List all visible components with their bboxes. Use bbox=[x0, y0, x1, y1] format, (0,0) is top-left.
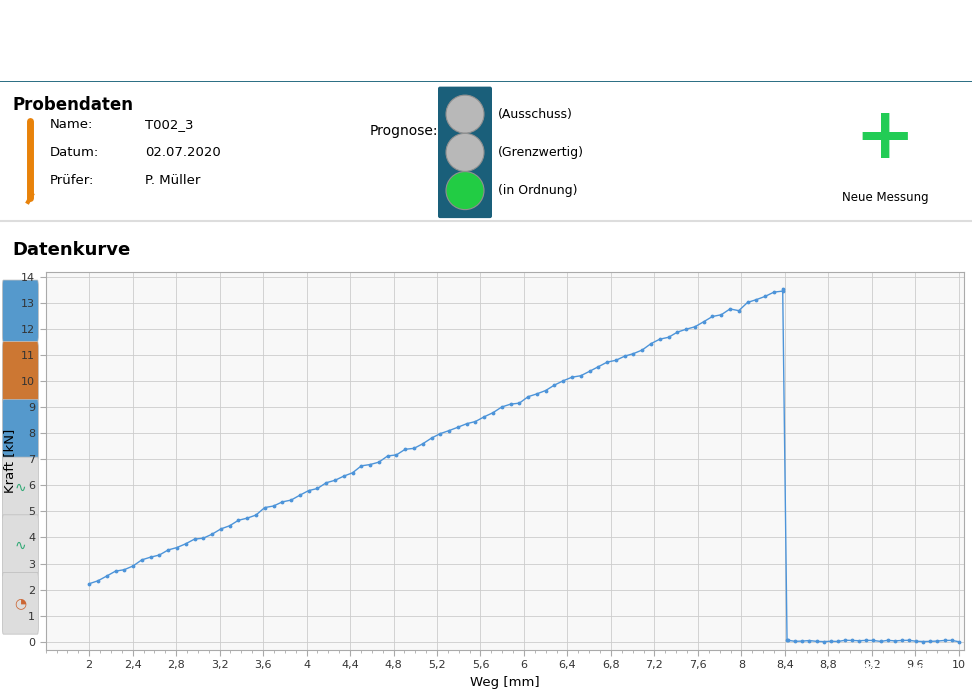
Text: ◔: ◔ bbox=[15, 596, 26, 610]
Text: Probendaten: Probendaten bbox=[12, 95, 133, 114]
FancyBboxPatch shape bbox=[3, 573, 38, 634]
FancyBboxPatch shape bbox=[3, 457, 38, 519]
Text: Verstärkungsblech: Verstärkungsblech bbox=[12, 26, 423, 64]
Text: Datenkurve: Datenkurve bbox=[12, 241, 130, 259]
Text: 02.07.2020: 02.07.2020 bbox=[145, 146, 221, 159]
FancyBboxPatch shape bbox=[3, 399, 38, 461]
Text: ∿: ∿ bbox=[15, 481, 26, 495]
Text: ⚙: ⚙ bbox=[885, 28, 915, 61]
Text: +: + bbox=[854, 104, 916, 173]
Text: (Ausschuss): (Ausschuss) bbox=[498, 108, 573, 121]
Text: P. Müller: P. Müller bbox=[145, 174, 200, 187]
Text: (in Ordnung): (in Ordnung) bbox=[498, 184, 577, 197]
Circle shape bbox=[446, 95, 484, 133]
Text: Name:: Name: bbox=[50, 117, 93, 131]
Text: ⏻: ⏻ bbox=[941, 30, 959, 59]
Text: ⤢: ⤢ bbox=[17, 304, 24, 318]
Circle shape bbox=[446, 133, 484, 171]
FancyBboxPatch shape bbox=[438, 86, 492, 218]
Y-axis label: Kraft [kN]: Kraft [kN] bbox=[3, 428, 16, 493]
Text: Datum:: Datum: bbox=[50, 146, 99, 159]
Text: (Grenzwertig): (Grenzwertig) bbox=[498, 146, 584, 159]
FancyBboxPatch shape bbox=[3, 280, 38, 341]
Text: Fraunhofer: Fraunhofer bbox=[865, 662, 943, 674]
FancyBboxPatch shape bbox=[3, 515, 38, 576]
Text: ∿: ∿ bbox=[15, 538, 26, 553]
Text: Prüfer:: Prüfer: bbox=[50, 174, 94, 187]
X-axis label: Weg [mm]: Weg [mm] bbox=[470, 676, 539, 688]
Text: Prognose:: Prognose: bbox=[370, 124, 438, 138]
FancyBboxPatch shape bbox=[3, 341, 38, 404]
Text: IWU: IWU bbox=[865, 676, 885, 685]
Text: ∿: ∿ bbox=[15, 423, 26, 437]
Text: T002_3: T002_3 bbox=[145, 117, 193, 131]
Circle shape bbox=[446, 171, 484, 209]
Text: Neue Messung: Neue Messung bbox=[842, 191, 928, 205]
Text: ☉: ☉ bbox=[15, 366, 26, 379]
